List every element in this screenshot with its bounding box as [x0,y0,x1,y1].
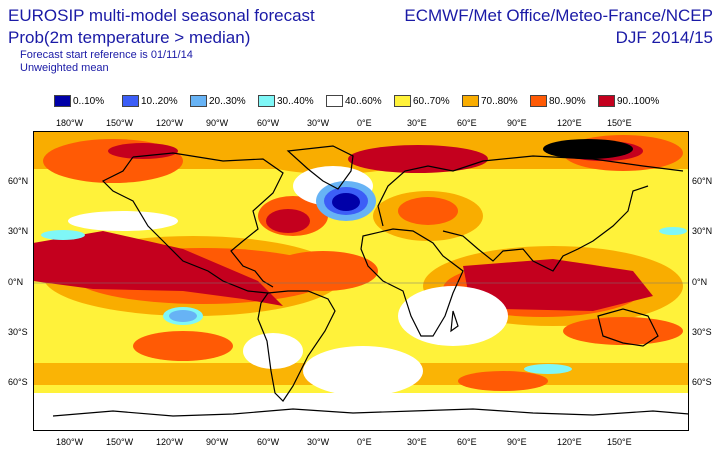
longitude-label: 120°W [156,118,184,128]
legend-swatch [530,95,547,107]
longitude-label: 180°W [56,118,84,128]
longitude-label: 60°W [257,118,280,128]
legend-swatch [190,95,207,107]
latitude-label: 30°N [8,226,29,236]
north-america-west-coast [101,156,269,294]
greenland-coast [286,145,354,190]
north-america-coast [132,152,284,288]
latitude-label: 60°N [692,176,713,186]
longitude-label: 120°E [557,437,582,447]
latitude-label: 0°N [692,277,708,287]
legend-swatch [598,95,615,107]
longitude-label: 90°E [507,118,527,128]
legend-label: 0..10% [73,95,105,107]
legend-label: 30..40% [277,95,314,107]
legend-item: 0..10% [54,94,104,108]
longitude-label: 0°E [357,118,372,128]
forecast-title: EUROSIP multi-model seasonal forecast [8,6,315,25]
longitude-label: 60°E [457,437,477,447]
legend-label: 90..100% [617,95,660,107]
longitude-label: 0°E [357,437,372,447]
antarctica-coast [52,408,689,417]
longitude-label: 30°E [407,118,427,128]
south-america-coast [257,290,336,402]
longitude-label: 120°E [557,118,582,128]
latitude-label: 0°N [8,277,24,287]
asia-south-coast [442,185,649,272]
latitude-label: 60°S [692,377,712,387]
legend-item: 20..30% [190,94,246,108]
longitude-label: 60°E [457,118,477,128]
longitude-label: 90°W [206,118,229,128]
legend-swatch [462,95,479,107]
legend-item: 70..80% [462,94,518,108]
latitude-label: 30°S [692,327,712,337]
legend-item: 90..100% [598,94,659,108]
longitude-label: 60°W [257,437,280,447]
forecast-centres: ECMWF/Met Office/Meteo-France/NCEP [404,6,713,25]
legend-item: 80..90% [530,94,586,108]
longitude-label: 90°W [206,437,229,447]
longitude-label: 120°W [156,437,184,447]
legend-item: 30..40% [258,94,314,108]
longitude-label: 150°W [106,437,134,447]
madagascar-coast [450,310,459,333]
forecast-variable: Prob(2m temperature > median) [8,28,251,47]
longitude-label: 150°E [607,118,632,128]
legend-label: 40..60% [345,95,382,107]
longitude-label: 30°W [307,437,330,447]
eurasia-north-coast [377,155,684,227]
longitude-label: 90°E [507,437,527,447]
africa-coast [360,228,464,337]
latitude-label: 60°N [8,176,29,186]
probability-map [33,131,689,431]
forecast-mean-type: Unweighted mean [20,62,109,74]
longitude-label: 180°W [56,437,84,447]
neutral-and-cool-fields [33,166,689,431]
longitude-label: 30°W [307,118,330,128]
legend-item: 60..70% [394,94,450,108]
forecast-season: DJF 2014/15 [615,28,713,47]
latitude-label: 30°S [8,327,28,337]
legend-item: 10..20% [122,94,178,108]
legend-swatch [122,95,139,107]
longitude-label: 150°W [106,118,134,128]
legend-label: 10..20% [141,95,178,107]
legend-item: 40..60% [326,94,382,108]
legend-swatch [326,95,343,107]
australia-coast [597,308,659,347]
legend-swatch [54,95,71,107]
legend-label: 60..70% [413,95,450,107]
legend-label: 70..80% [481,95,518,107]
latitude-label: 60°S [8,377,28,387]
forecast-start-reference: Forecast start reference is 01/11/14 [20,49,193,61]
longitude-label: 30°E [407,437,427,447]
legend-label: 80..90% [549,95,586,107]
legend-swatch [258,95,275,107]
coastlines [52,145,689,417]
legend-label: 20..30% [209,95,246,107]
latitude-label: 30°N [692,226,713,236]
longitude-label: 150°E [607,437,632,447]
map-frame [33,131,689,431]
legend-swatch [394,95,411,107]
